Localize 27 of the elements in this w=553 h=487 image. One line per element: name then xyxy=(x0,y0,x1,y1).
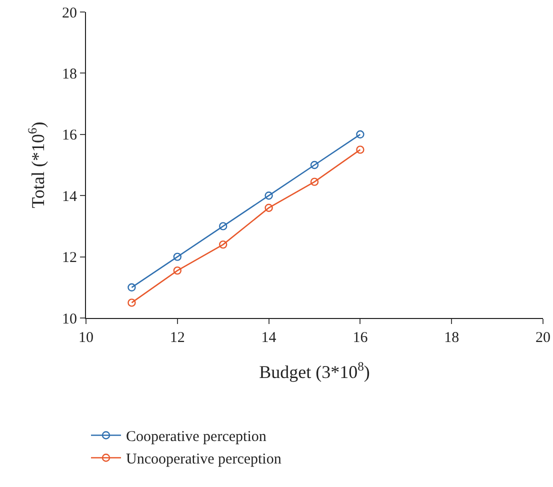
x-tick-label: 14 xyxy=(261,330,277,346)
y-tick-label: 14 xyxy=(62,188,78,205)
point xyxy=(356,130,364,138)
point xyxy=(356,146,364,154)
y-tick-label: 10 xyxy=(62,311,77,328)
point xyxy=(264,192,273,200)
legend-label: Uncooperative perception xyxy=(126,452,282,468)
y-tick-label: 20 xyxy=(62,5,77,22)
point xyxy=(128,298,136,307)
point xyxy=(128,283,136,292)
point xyxy=(310,178,319,186)
point xyxy=(264,204,273,212)
x-tick-label: 12 xyxy=(170,330,185,346)
x-tick-label: 16 xyxy=(352,330,368,346)
x-tick-label: 10 xyxy=(78,330,94,346)
x-axis-title: Budget (3*10$^{8}$) xyxy=(259,360,370,382)
point xyxy=(219,240,228,249)
point xyxy=(219,222,228,230)
x-tick-label: 20 xyxy=(536,330,550,346)
y-tick-label: 12 xyxy=(62,250,77,266)
point xyxy=(173,252,182,261)
point xyxy=(310,160,319,170)
x-tick-label: 18 xyxy=(444,330,460,346)
point xyxy=(173,266,182,275)
legend-label: Cooperative perception xyxy=(126,429,267,446)
y-tick-label: 18 xyxy=(62,66,77,82)
y-tick-label: 16 xyxy=(62,128,78,144)
